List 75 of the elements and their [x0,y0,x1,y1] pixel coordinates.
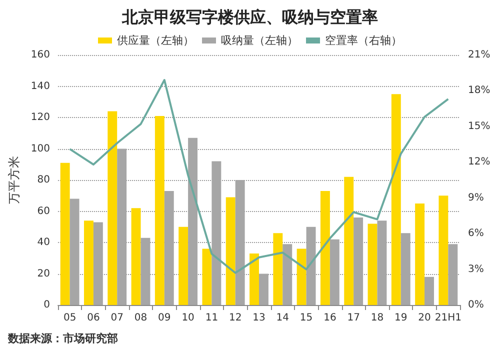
x-tick-label: 06 [87,312,100,324]
x-tick-label: 11 [205,312,218,324]
y2-tick-label: 15% [468,120,490,132]
y-tick-label: 0 [44,300,50,310]
bar [320,190,330,305]
chart-title: 北京甲级写字楼供应、吸纳与空置率 [121,8,378,26]
bar [108,111,118,305]
bar [330,239,340,305]
y2-tick-label: 3% [468,264,484,275]
bar [400,233,410,305]
bar [117,148,127,305]
bar [250,253,259,305]
bar [154,116,164,305]
x-tick-label: 09 [158,312,171,324]
bar [258,274,268,305]
bar [368,224,378,305]
x-tick-label: 07 [110,312,124,324]
bar [84,220,94,305]
bar [448,244,458,305]
y-tick-label: 140 [30,80,50,92]
y2-tick-label: 18% [468,85,490,96]
y-tick-label: 160 [30,50,50,60]
bar [164,190,174,305]
y-axis-title: 万平方米 [7,156,21,204]
bar [70,198,80,305]
legend-label: 空置率（右轴） [325,34,402,47]
x-tick-label: 08 [134,312,148,324]
bar [415,203,425,305]
y-tick-label: 20 [37,268,50,280]
bar [226,197,236,305]
y2-tick-label: 21% [468,50,490,60]
x-tick-label: 20 [418,312,431,324]
y2-tick-label: 9% [468,192,484,204]
y-tick-label: 80 [37,174,50,186]
x-tick-label: 14 [276,312,290,324]
x-tick-label: 12 [228,312,242,324]
x-tick-label: 05 [63,312,76,324]
bar [188,138,198,305]
y-tick-label: 40 [37,237,50,248]
bar [178,226,188,305]
bar [212,161,222,305]
bar [377,220,387,305]
x-tick-label: 18 [370,312,384,324]
bar [235,180,245,305]
y-tick-label: 120 [30,112,50,123]
y-tick-label: 60 [37,206,50,217]
y2-tick-label: 0% [468,300,484,310]
legend-label: 吸纳量（左轴） [221,34,298,47]
bar [306,226,316,305]
bar [354,218,364,305]
y-tick-label: 100 [30,143,50,154]
x-tick-label: 16 [324,312,336,324]
bar [282,244,292,305]
bar [391,94,401,305]
source-note: 数据来源：市场研究部 [7,332,118,345]
x-tick-label: 10 [182,312,194,324]
legend-label: 供应量（左轴） [117,34,194,47]
bar [93,222,103,305]
y2-tick-label: 6% [468,228,484,240]
bar [344,176,354,305]
x-tick-label: 19 [394,312,408,324]
y2-tick-label: 12% [468,156,490,168]
line-series [68,79,450,274]
bar [438,196,448,305]
bar [296,248,306,305]
x-tick-label: 17 [347,312,360,324]
bar [60,162,70,305]
bar [140,238,150,305]
bar [273,233,283,305]
x-tick-label: 13 [252,312,266,324]
x-tick-label: 21H1 [434,312,462,324]
x-tick-label: 15 [300,312,313,324]
bar [131,208,141,305]
bar [424,276,434,305]
bar [202,248,212,305]
